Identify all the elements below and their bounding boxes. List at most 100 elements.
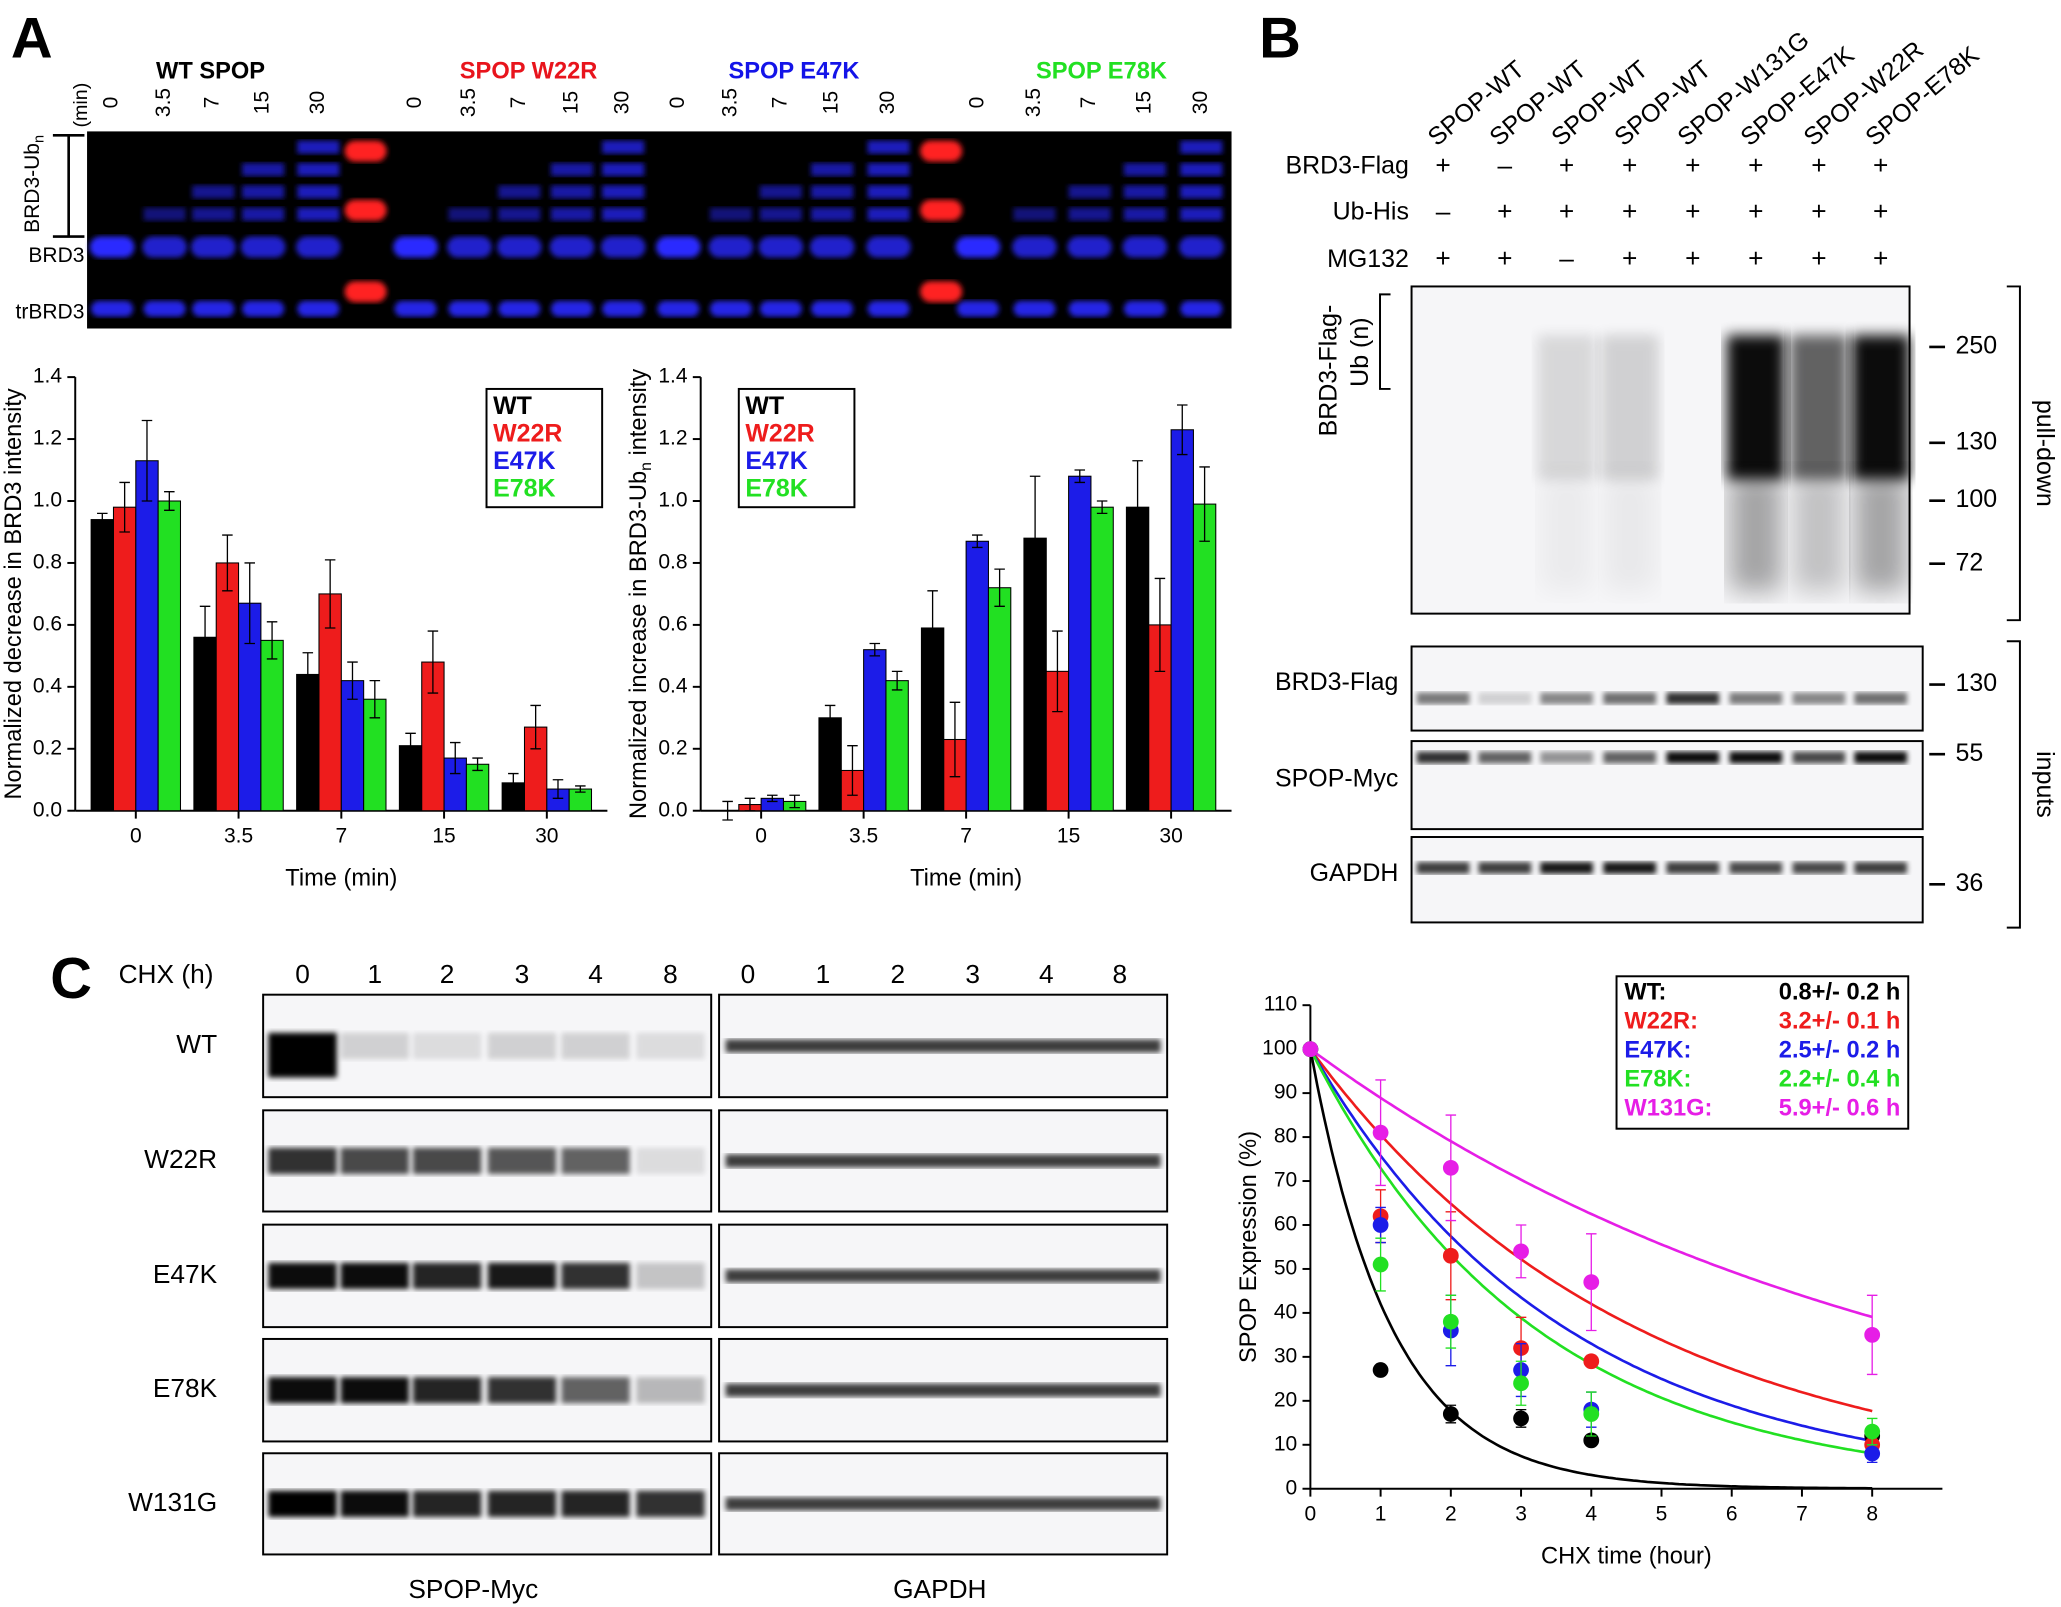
x-tick-label: 3.5 xyxy=(849,825,878,848)
time-label: 7 xyxy=(507,97,530,109)
smear xyxy=(1854,473,1907,592)
marker-band xyxy=(920,281,963,303)
band xyxy=(412,1377,482,1404)
band xyxy=(240,236,286,258)
time-label: 0 xyxy=(403,97,426,109)
band xyxy=(89,236,135,258)
band xyxy=(1478,751,1532,764)
x-tick-label: 0 xyxy=(755,825,767,848)
ub-smear xyxy=(811,185,854,199)
side-label: inputs xyxy=(2031,751,2059,818)
legend-label: W131G: xyxy=(1624,1095,1712,1121)
error-bar xyxy=(1199,466,1210,542)
pulldown-label: BRD3-Flag- xyxy=(1315,305,1343,437)
ub-smear xyxy=(448,207,491,221)
y-axis-label-text: Normalized increase in BRD3-Ub xyxy=(626,471,652,819)
ub-smear xyxy=(242,207,285,221)
band xyxy=(1603,692,1656,705)
ub-smear xyxy=(550,162,593,177)
x-tick-label: 7 xyxy=(335,825,347,848)
error-bar xyxy=(1074,469,1086,484)
x-tick-label: 15 xyxy=(432,825,455,848)
sign: + xyxy=(1748,243,1763,273)
point xyxy=(1864,1423,1881,1440)
ub-smear xyxy=(498,207,541,221)
point xyxy=(1864,1445,1881,1462)
input-label: GAPDH xyxy=(1310,859,1399,887)
y-tick-label: 1.4 xyxy=(658,365,688,388)
band xyxy=(636,1032,705,1060)
time-label: 15 xyxy=(251,91,274,114)
band xyxy=(1666,751,1720,764)
ub-smear xyxy=(602,162,645,177)
blot xyxy=(1410,645,1924,732)
bar xyxy=(818,717,842,812)
time-label: 8 xyxy=(663,959,678,989)
band xyxy=(657,300,700,317)
y-tick-label: 20 xyxy=(1274,1388,1297,1411)
point xyxy=(1442,1313,1459,1330)
time-label: 1 xyxy=(816,959,831,989)
error-bar xyxy=(972,534,983,549)
size-marker: 36 xyxy=(1956,869,1984,897)
band xyxy=(1854,861,1907,874)
gel-a: (min) WT SPOP 0 3.5 7 15 30 SPOP W22R 0 3.5 7 15 30 S… xyxy=(16,59,1232,329)
ub-smear xyxy=(242,162,285,177)
y-tick-label: 0.2 xyxy=(658,736,687,759)
band xyxy=(487,1032,557,1060)
band xyxy=(550,300,593,317)
legend-label: E47K: xyxy=(1624,1037,1691,1063)
sign: + xyxy=(1622,150,1637,180)
x-tick-label: 4 xyxy=(1585,1503,1597,1526)
x-tick-label: 6 xyxy=(1726,1503,1738,1526)
sign: + xyxy=(1497,243,1512,273)
error-bar xyxy=(266,621,278,660)
band xyxy=(192,300,235,317)
band xyxy=(561,1490,630,1517)
point xyxy=(1583,1353,1600,1370)
x-axis-label: Time (min) xyxy=(910,865,1022,891)
band xyxy=(725,1039,1161,1053)
time-label: 2 xyxy=(890,959,905,989)
smear xyxy=(1726,335,1785,480)
smear xyxy=(1789,335,1848,480)
band xyxy=(394,300,437,317)
point xyxy=(1513,1375,1529,1392)
time-label: 15 xyxy=(559,91,582,114)
band xyxy=(412,1262,482,1290)
y-tick-label: 90 xyxy=(1274,1081,1297,1104)
bar xyxy=(965,540,989,812)
time-label: 8 xyxy=(1113,959,1128,989)
x-tick-label: 7 xyxy=(960,825,972,848)
point xyxy=(1372,1256,1389,1273)
error-bar xyxy=(244,562,255,645)
error-bar xyxy=(847,745,858,796)
y-tick-label: 0 xyxy=(1286,1476,1298,1499)
sign: – xyxy=(1559,243,1574,273)
band xyxy=(340,1377,409,1404)
ub-smear xyxy=(297,185,340,199)
legend-label: W22R xyxy=(745,420,814,448)
smear xyxy=(1537,335,1596,480)
error-bar xyxy=(119,481,130,533)
y-tick-label: 40 xyxy=(1274,1300,1297,1323)
band xyxy=(1068,300,1111,317)
legend-label: E47K xyxy=(493,447,555,475)
y-axis-label-text: SPOP Expression (%) xyxy=(1236,1131,1262,1363)
ub-smear xyxy=(1068,185,1111,199)
band xyxy=(1792,751,1846,764)
ub-smear xyxy=(192,207,235,221)
error-bar xyxy=(1132,460,1143,555)
sign: + xyxy=(1811,196,1826,226)
error-bar xyxy=(508,772,519,793)
y-tick-label: 10 xyxy=(1274,1432,1297,1455)
row-label: W22R xyxy=(144,1144,217,1174)
smear xyxy=(1792,473,1846,592)
bar xyxy=(885,680,909,812)
marker-band xyxy=(344,140,387,162)
marker-band xyxy=(344,281,387,303)
ub-smear xyxy=(811,162,854,177)
band xyxy=(1854,692,1907,705)
error-bar xyxy=(222,534,233,592)
